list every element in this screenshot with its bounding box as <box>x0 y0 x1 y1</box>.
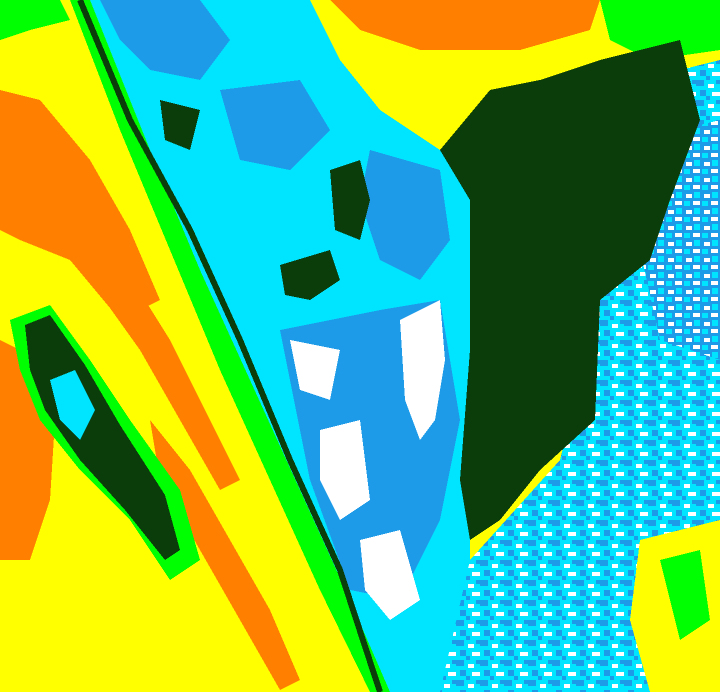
water-white <box>360 530 420 620</box>
land-green-fringe <box>70 0 390 692</box>
land-orange-top <box>330 0 600 50</box>
water-cyan <box>50 370 95 440</box>
water-white <box>290 340 340 400</box>
land-green <box>0 0 70 40</box>
water-white <box>400 300 445 440</box>
water-blue <box>360 150 450 280</box>
island-dark <box>330 160 370 240</box>
land-green-patch <box>660 550 710 640</box>
island-dark <box>280 250 340 300</box>
water-blue <box>220 80 330 170</box>
forest-dark <box>440 40 700 540</box>
land-green-top <box>600 0 720 60</box>
water-blue <box>100 0 230 80</box>
water-white <box>320 420 370 520</box>
coast-line <box>77 0 383 692</box>
land-orange-stripe <box>150 420 300 690</box>
island-dark <box>160 100 200 150</box>
land-orange-stripe <box>60 200 240 490</box>
